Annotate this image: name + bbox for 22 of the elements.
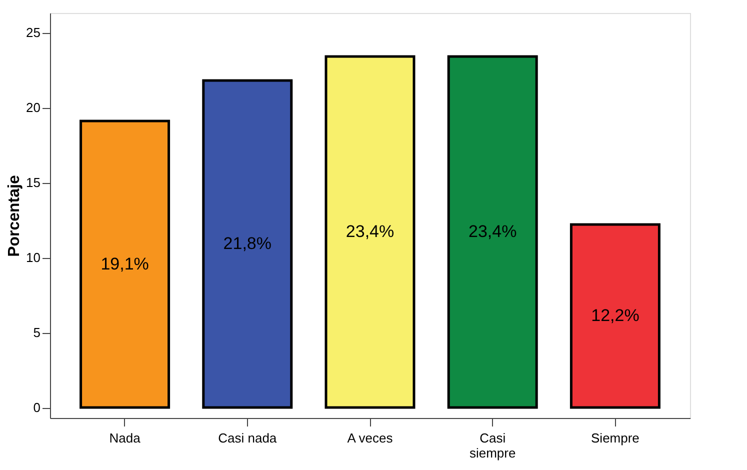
y-tick-label: 0 (33, 400, 40, 415)
y-tick-label: 25 (26, 25, 40, 40)
bar (324, 55, 416, 409)
data-label: 21,8% (223, 234, 272, 253)
x-tick-label: Casi siempre (469, 430, 516, 460)
x-tick-label: A veces (347, 430, 394, 446)
bar (570, 223, 660, 409)
y-tick-label: 10 (26, 250, 40, 265)
data-label: 23,4% (468, 222, 517, 241)
x-tick-label: Casi nada (218, 430, 278, 446)
y-tick-label: 15 (26, 175, 40, 190)
x-tick-label: Nada (109, 430, 142, 446)
bar (202, 79, 293, 409)
bar (447, 55, 538, 409)
y-axis-title: Porcentaje (6, 174, 24, 257)
data-label: 19,1% (100, 254, 149, 274)
y-tick-label: 5 (33, 325, 40, 340)
data-label: 12,2% (591, 306, 640, 325)
bar (80, 120, 170, 409)
data-label: 23,4% (346, 222, 394, 241)
y-tick-label: 20 (26, 100, 40, 115)
x-tick-label: Siempre (591, 430, 640, 446)
